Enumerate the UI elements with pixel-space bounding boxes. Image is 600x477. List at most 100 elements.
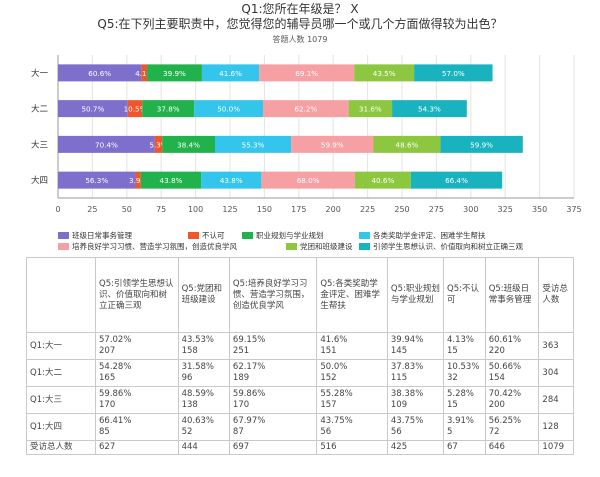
table-cell: 57.02% 207 xyxy=(95,332,179,360)
bar-segment xyxy=(354,171,411,189)
table-cell-value: 40.63% xyxy=(181,416,215,426)
table-cell-value: 151 xyxy=(320,346,337,356)
table-cell-value: 284 xyxy=(542,394,559,405)
table-cell-value: 165 xyxy=(99,373,116,383)
table-header-row: Q5:引领学生思想认识、价值取向和树立正确三观 Q5:党团和班级建设 Q5:培养良好… xyxy=(26,257,574,333)
table-cell-value: 207 xyxy=(99,346,116,356)
category-label: 大一 xyxy=(31,68,49,79)
legend-swatch xyxy=(286,243,297,250)
table-cell-value: 38.38% xyxy=(390,389,424,399)
data-label: 5.3% xyxy=(149,140,167,149)
table-cell-value: 3.91% xyxy=(447,416,475,426)
data-label: 59.9% xyxy=(321,140,344,149)
bar-segment xyxy=(58,171,136,189)
data-label: 3.9% xyxy=(129,176,147,185)
table-cell-value: 444 xyxy=(181,442,198,452)
table-cell-value: 15 xyxy=(447,346,458,356)
table-cell-value: 516 xyxy=(320,442,337,452)
table-cell-value: 37.83% xyxy=(390,362,424,372)
legend-swatch xyxy=(359,232,370,239)
bar-segment xyxy=(201,64,260,82)
data-label: 43.8% xyxy=(160,176,183,185)
data-label: 40.6% xyxy=(371,176,394,185)
table-column-header: Q5:引领学生思想认识、价值取向和树立正确三观 xyxy=(95,257,179,333)
table-cell-value: 56 xyxy=(390,427,402,437)
table-cell: 60.61% 220 xyxy=(484,332,540,360)
table-cell: 43.53% 158 xyxy=(177,332,230,360)
bar-segment xyxy=(141,64,148,82)
table-cell-value: 59.86% xyxy=(99,389,132,399)
table-row: 受访总人数 627 444 697 516 425 67 646 1079 xyxy=(26,440,574,455)
x-tick-label: 375 xyxy=(566,205,581,214)
bar-segment xyxy=(154,135,163,153)
title-block: Q1:您所在年级是？ X Q5:在下列主要职责中，您觉得您的辅导员哪一个或几个方… xyxy=(0,0,600,46)
x-tick-label: 50 xyxy=(122,205,132,214)
table-cell-value: 43.75% xyxy=(320,416,353,426)
table-cell: 516 xyxy=(316,440,388,455)
table-cell: 37.83% 115 xyxy=(386,359,445,387)
table-cell-value: 52 xyxy=(181,427,193,437)
bar-segment xyxy=(392,100,467,118)
table-cell-value: 66.41% xyxy=(99,416,132,426)
table-column-header: Q5:不认可 xyxy=(443,257,486,333)
table-cell: 39.94% 145 xyxy=(386,332,445,360)
table-column-header: Q5:党团和班级建设 xyxy=(177,257,230,333)
legend-swatch xyxy=(359,243,370,250)
bar-segment xyxy=(348,100,393,118)
table-cell: 627 xyxy=(95,440,179,455)
data-label: 57.0% xyxy=(442,69,465,78)
bar-segment xyxy=(147,64,202,82)
x-tick-label: 350 xyxy=(532,205,547,214)
table-cell-value: 87 xyxy=(232,427,244,437)
data-label: 69.1% xyxy=(295,69,318,78)
data-label: 38.4% xyxy=(177,140,200,149)
table-cell-value: 55.28% xyxy=(320,389,353,399)
bar-segment xyxy=(373,135,441,153)
table-cell: 363 xyxy=(538,332,574,360)
table-column-header: Q5:培养良好学习习惯、营造学习氛围，创造优良学风 xyxy=(228,257,318,333)
x-tick-label: 200 xyxy=(326,205,341,214)
data-label: 54.3% xyxy=(418,105,441,114)
category-label: 大四 xyxy=(31,175,48,186)
legend-item: 引领学生思想认识、价值取向和树立正确三观 xyxy=(359,241,523,252)
chart-title-q5: Q5:在下列主要职责中，您觉得您的辅导员哪一个或几个方面做得较为出色？ xyxy=(97,17,503,31)
legend-label: 职业规划与学业规划 xyxy=(256,231,324,240)
bar-segment xyxy=(259,64,355,82)
table-cell: 55.28% 157 xyxy=(316,386,388,414)
table-cell: 40.63% 52 xyxy=(177,413,230,441)
table-cell-value: 158 xyxy=(181,346,198,356)
table-cell-value: 43.75% xyxy=(390,416,424,426)
legend-item: 职业规划与学业规划 xyxy=(242,230,324,241)
table-cell-value: 67 xyxy=(447,442,458,452)
table-cell: 1079 xyxy=(538,440,574,455)
table-cell-value: 189 xyxy=(232,373,250,383)
table-cell-value: 56.25% xyxy=(488,416,522,426)
table-cell: 304 xyxy=(538,359,574,387)
table-cell: 67 xyxy=(443,440,486,455)
legend-label: 引领学生思想认识、价值取向和树立正确三观 xyxy=(373,242,523,251)
table-cell-value: 138 xyxy=(181,400,198,410)
table-cell-value: 54.28% xyxy=(99,362,132,372)
data-label: 50.7% xyxy=(81,105,104,114)
legend-swatch xyxy=(58,232,69,239)
table-corner-cell xyxy=(26,257,96,333)
bar-segment xyxy=(263,100,349,118)
table-row: Q1:大三 59.86% 170 48.59% 138 59.86% 170 55.28% 15… xyxy=(26,386,574,414)
table-cell-value: 50.66% xyxy=(488,362,522,372)
category-label: 大三 xyxy=(31,139,48,150)
table-cell-value: 4.13% xyxy=(447,335,475,345)
table-column-header: Q5:各类奖助学金评定、困难学生帮扶 xyxy=(316,257,388,333)
table-row-label: Q1:大四 xyxy=(26,413,96,441)
table-cell-value: 109 xyxy=(390,400,408,410)
table-cell-value: 425 xyxy=(390,442,408,452)
table-row-label: 受访总人数 xyxy=(26,440,96,455)
table-cell-value: 697 xyxy=(232,442,250,452)
bar-segment xyxy=(261,171,355,189)
table-cell-value: 145 xyxy=(390,346,408,356)
table-cell: 59.86% 170 xyxy=(95,386,179,414)
data-label: 56.3% xyxy=(85,176,108,185)
table-cell: 128 xyxy=(538,413,574,441)
table-cell-value: 15 xyxy=(447,400,458,410)
legend-swatch xyxy=(242,232,253,239)
table-row: Q1:大一 57.02% 207 43.53% 158 69.15% 251 41.6% 151… xyxy=(26,332,574,360)
